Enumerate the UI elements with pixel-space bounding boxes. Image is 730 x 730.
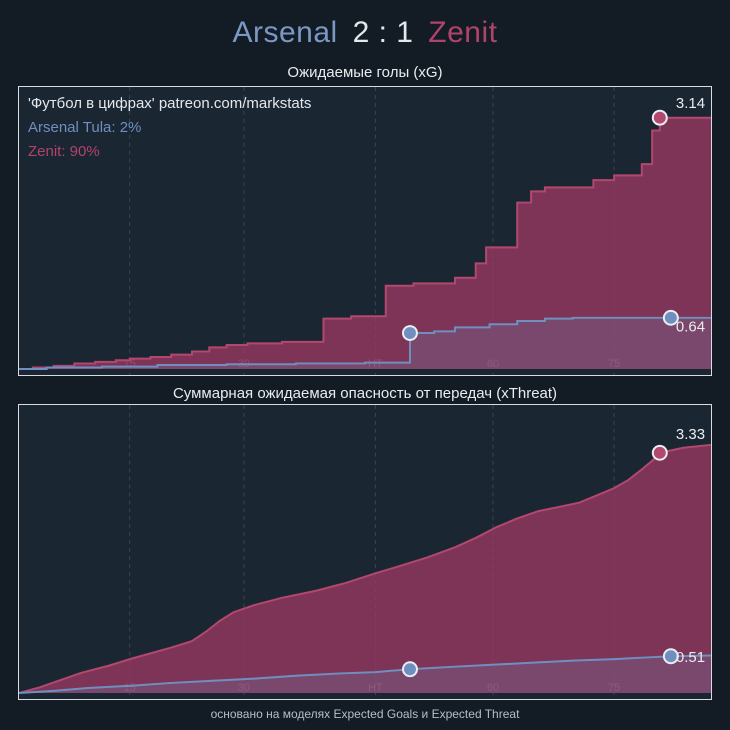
series-area (19, 655, 711, 694)
xg-chart-title: Ожидаемые голы (xG) (287, 64, 443, 81)
series-line (19, 654, 711, 695)
footer-note: основано на моделях Expected Goals и Exp… (210, 707, 520, 721)
match-score: 2 : 1 (352, 16, 414, 49)
event-marker (402, 661, 418, 678)
event-marker (651, 444, 668, 461)
series-line (19, 443, 711, 694)
match-header: Arsenal 2 : 1 Zenit (0, 16, 730, 50)
xg-chart-panel: 1530HT60753.140.64 (18, 86, 712, 376)
event-marker (662, 309, 679, 326)
final-value-label: 0.64 (676, 319, 705, 336)
final-value-label: 3.14 (676, 95, 705, 112)
final-value-label: 0.51 (676, 649, 705, 666)
away-win-probability: Zenit: 90% (28, 143, 100, 160)
series-area (19, 444, 711, 694)
xthreat-chart: 1530HT60753.330.51 (19, 405, 711, 699)
series-line (19, 116, 711, 371)
xg-chart: 1530HT60753.140.64 (19, 87, 711, 375)
series-area (19, 317, 711, 370)
xthreat-chart-title: Суммарная ожидаемая опасность от передач… (172, 385, 558, 402)
event-marker (662, 648, 679, 665)
event-marker (402, 325, 418, 341)
home-win-probability: Arsenal Tula: 2% (28, 119, 142, 136)
source-credit: 'Футбол в цифрах' patreon.com/markstats (28, 95, 312, 112)
away-team-name: Zenit (428, 16, 498, 49)
home-team-name: Arsenal (232, 16, 338, 49)
event-marker (651, 109, 668, 126)
series-area (19, 117, 711, 370)
final-value-label: 3.33 (676, 426, 705, 443)
chart-annotations: 'Футбол в цифрах' patreon.com/markstats … (28, 92, 311, 164)
xthreat-chart-panel: 1530HT60753.330.51 (18, 404, 712, 700)
